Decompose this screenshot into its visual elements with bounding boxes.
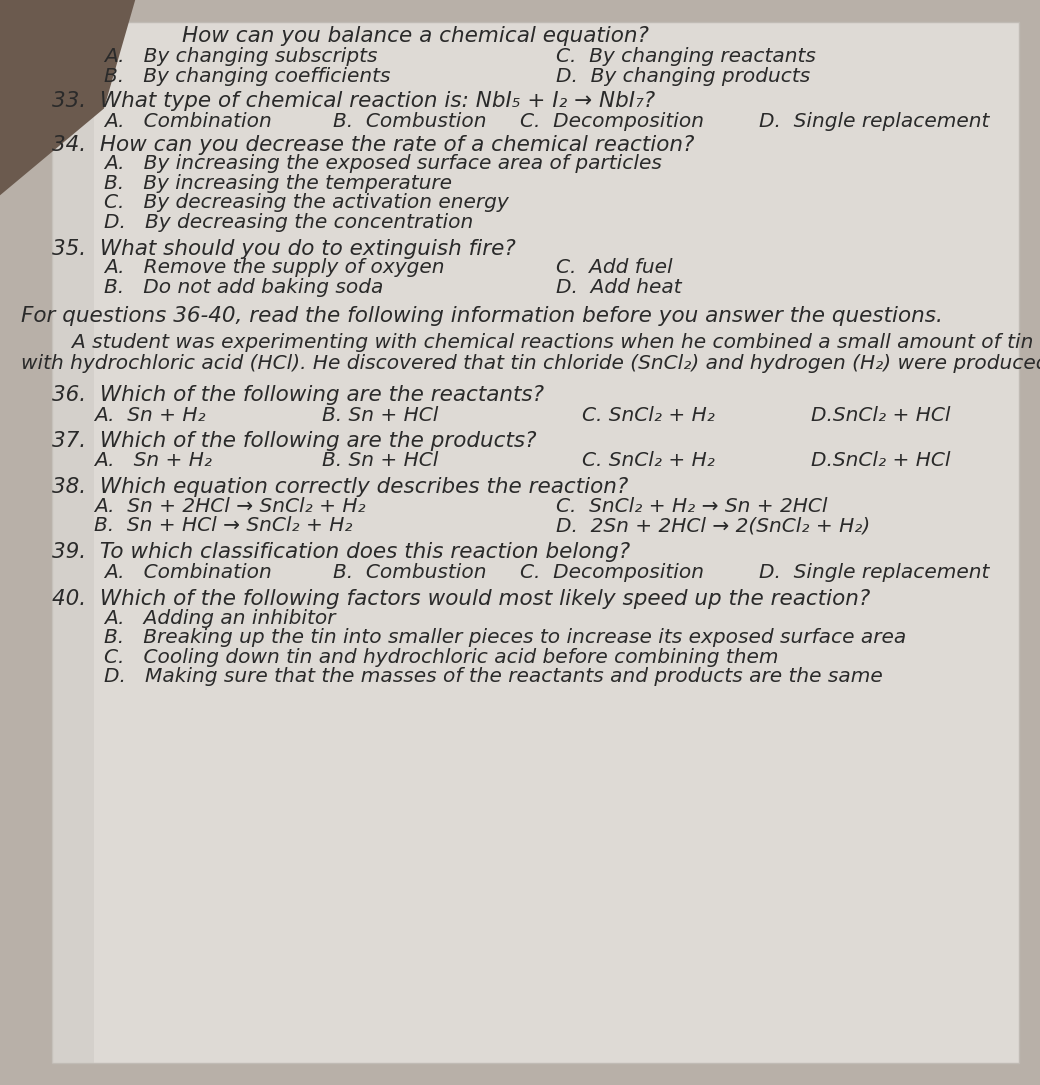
Text: A student was experimenting with chemical reactions when he combined a small amo: A student was experimenting with chemica… <box>21 333 1040 353</box>
Text: C.  Decomposition: C. Decomposition <box>520 112 704 131</box>
Text: A.   Remove the supply of oxygen: A. Remove the supply of oxygen <box>104 258 444 278</box>
Text: D.   Making sure that the masses of the reactants and products are the same: D. Making sure that the masses of the re… <box>104 667 883 687</box>
Text: A.   Adding an inhibitor: A. Adding an inhibitor <box>104 609 336 628</box>
Text: 37.  Which of the following are the products?: 37. Which of the following are the produ… <box>52 431 537 450</box>
Text: 34.  How can you decrease the rate of a chemical reaction?: 34. How can you decrease the rate of a c… <box>52 135 695 154</box>
Text: C.   By decreasing the activation energy: C. By decreasing the activation energy <box>104 193 509 213</box>
Text: A.   Combination: A. Combination <box>104 563 271 583</box>
Text: D.  Add heat: D. Add heat <box>556 278 682 297</box>
Text: B.   By increasing the temperature: B. By increasing the temperature <box>104 174 452 193</box>
Text: A.  Sn + H₂: A. Sn + H₂ <box>94 406 205 425</box>
FancyBboxPatch shape <box>52 22 94 1063</box>
Text: C. SnCl₂ + H₂: C. SnCl₂ + H₂ <box>582 406 716 425</box>
Text: B.   Breaking up the tin into smaller pieces to increase its exposed surface are: B. Breaking up the tin into smaller piec… <box>104 628 906 648</box>
Text: B.  Combustion: B. Combustion <box>333 112 487 131</box>
Text: C.  SnCl₂ + H₂ → Sn + 2HCl: C. SnCl₂ + H₂ → Sn + 2HCl <box>556 497 828 516</box>
Text: B.  Sn + HCl → SnCl₂ + H₂: B. Sn + HCl → SnCl₂ + H₂ <box>94 516 353 536</box>
Text: C.  Add fuel: C. Add fuel <box>556 258 673 278</box>
Text: B.   By changing coefficients: B. By changing coefficients <box>104 67 390 87</box>
Text: D.  By changing products: D. By changing products <box>556 67 810 87</box>
Text: C. SnCl₂ + H₂: C. SnCl₂ + H₂ <box>582 451 716 471</box>
Text: 40.  Which of the following factors would most likely speed up the reaction?: 40. Which of the following factors would… <box>52 589 870 609</box>
Text: D.  Single replacement: D. Single replacement <box>759 563 990 583</box>
Text: C.  Decomposition: C. Decomposition <box>520 563 704 583</box>
Text: with hydrochloric acid (HCl). He discovered that tin chloride (SnCl₂) and hydrog: with hydrochloric acid (HCl). He discove… <box>21 354 1040 373</box>
Text: A.   By changing subscripts: A. By changing subscripts <box>104 47 378 66</box>
Text: C.  By changing reactants: C. By changing reactants <box>556 47 816 66</box>
Polygon shape <box>0 0 135 195</box>
Text: How can you balance a chemical equation?: How can you balance a chemical equation? <box>182 26 649 46</box>
Text: A.   By increasing the exposed surface area of particles: A. By increasing the exposed surface are… <box>104 154 661 174</box>
Text: D.SnCl₂ + HCl: D.SnCl₂ + HCl <box>811 406 951 425</box>
Text: 33.  What type of chemical reaction is: NbI₅ + I₂ → NbI₇?: 33. What type of chemical reaction is: N… <box>52 91 655 111</box>
Text: B. Sn + HCl: B. Sn + HCl <box>322 451 439 471</box>
Text: A.  Sn + 2HCl → SnCl₂ + H₂: A. Sn + 2HCl → SnCl₂ + H₂ <box>94 497 365 516</box>
Text: A.   Sn + H₂: A. Sn + H₂ <box>94 451 211 471</box>
Text: 39.  To which classification does this reaction belong?: 39. To which classification does this re… <box>52 542 630 562</box>
Text: 36.  Which of the following are the reactants?: 36. Which of the following are the react… <box>52 385 544 405</box>
Text: D.SnCl₂ + HCl: D.SnCl₂ + HCl <box>811 451 951 471</box>
Text: D.   By decreasing the concentration: D. By decreasing the concentration <box>104 213 473 232</box>
Text: 35.  What should you do to extinguish fire?: 35. What should you do to extinguish fir… <box>52 239 516 258</box>
Text: B.  Combustion: B. Combustion <box>333 563 487 583</box>
Text: 38.  Which equation correctly describes the reaction?: 38. Which equation correctly describes t… <box>52 477 628 497</box>
FancyBboxPatch shape <box>52 22 1019 1063</box>
Text: D.  Single replacement: D. Single replacement <box>759 112 990 131</box>
Text: D.  2Sn + 2HCl → 2(SnCl₂ + H₂): D. 2Sn + 2HCl → 2(SnCl₂ + H₂) <box>556 516 870 536</box>
Text: For questions 36-40, read the following information before you answer the questi: For questions 36-40, read the following … <box>21 306 942 326</box>
Text: B.   Do not add baking soda: B. Do not add baking soda <box>104 278 384 297</box>
Text: A.   Combination: A. Combination <box>104 112 271 131</box>
Text: C.   Cooling down tin and hydrochloric acid before combining them: C. Cooling down tin and hydrochloric aci… <box>104 648 779 667</box>
Text: B. Sn + HCl: B. Sn + HCl <box>322 406 439 425</box>
